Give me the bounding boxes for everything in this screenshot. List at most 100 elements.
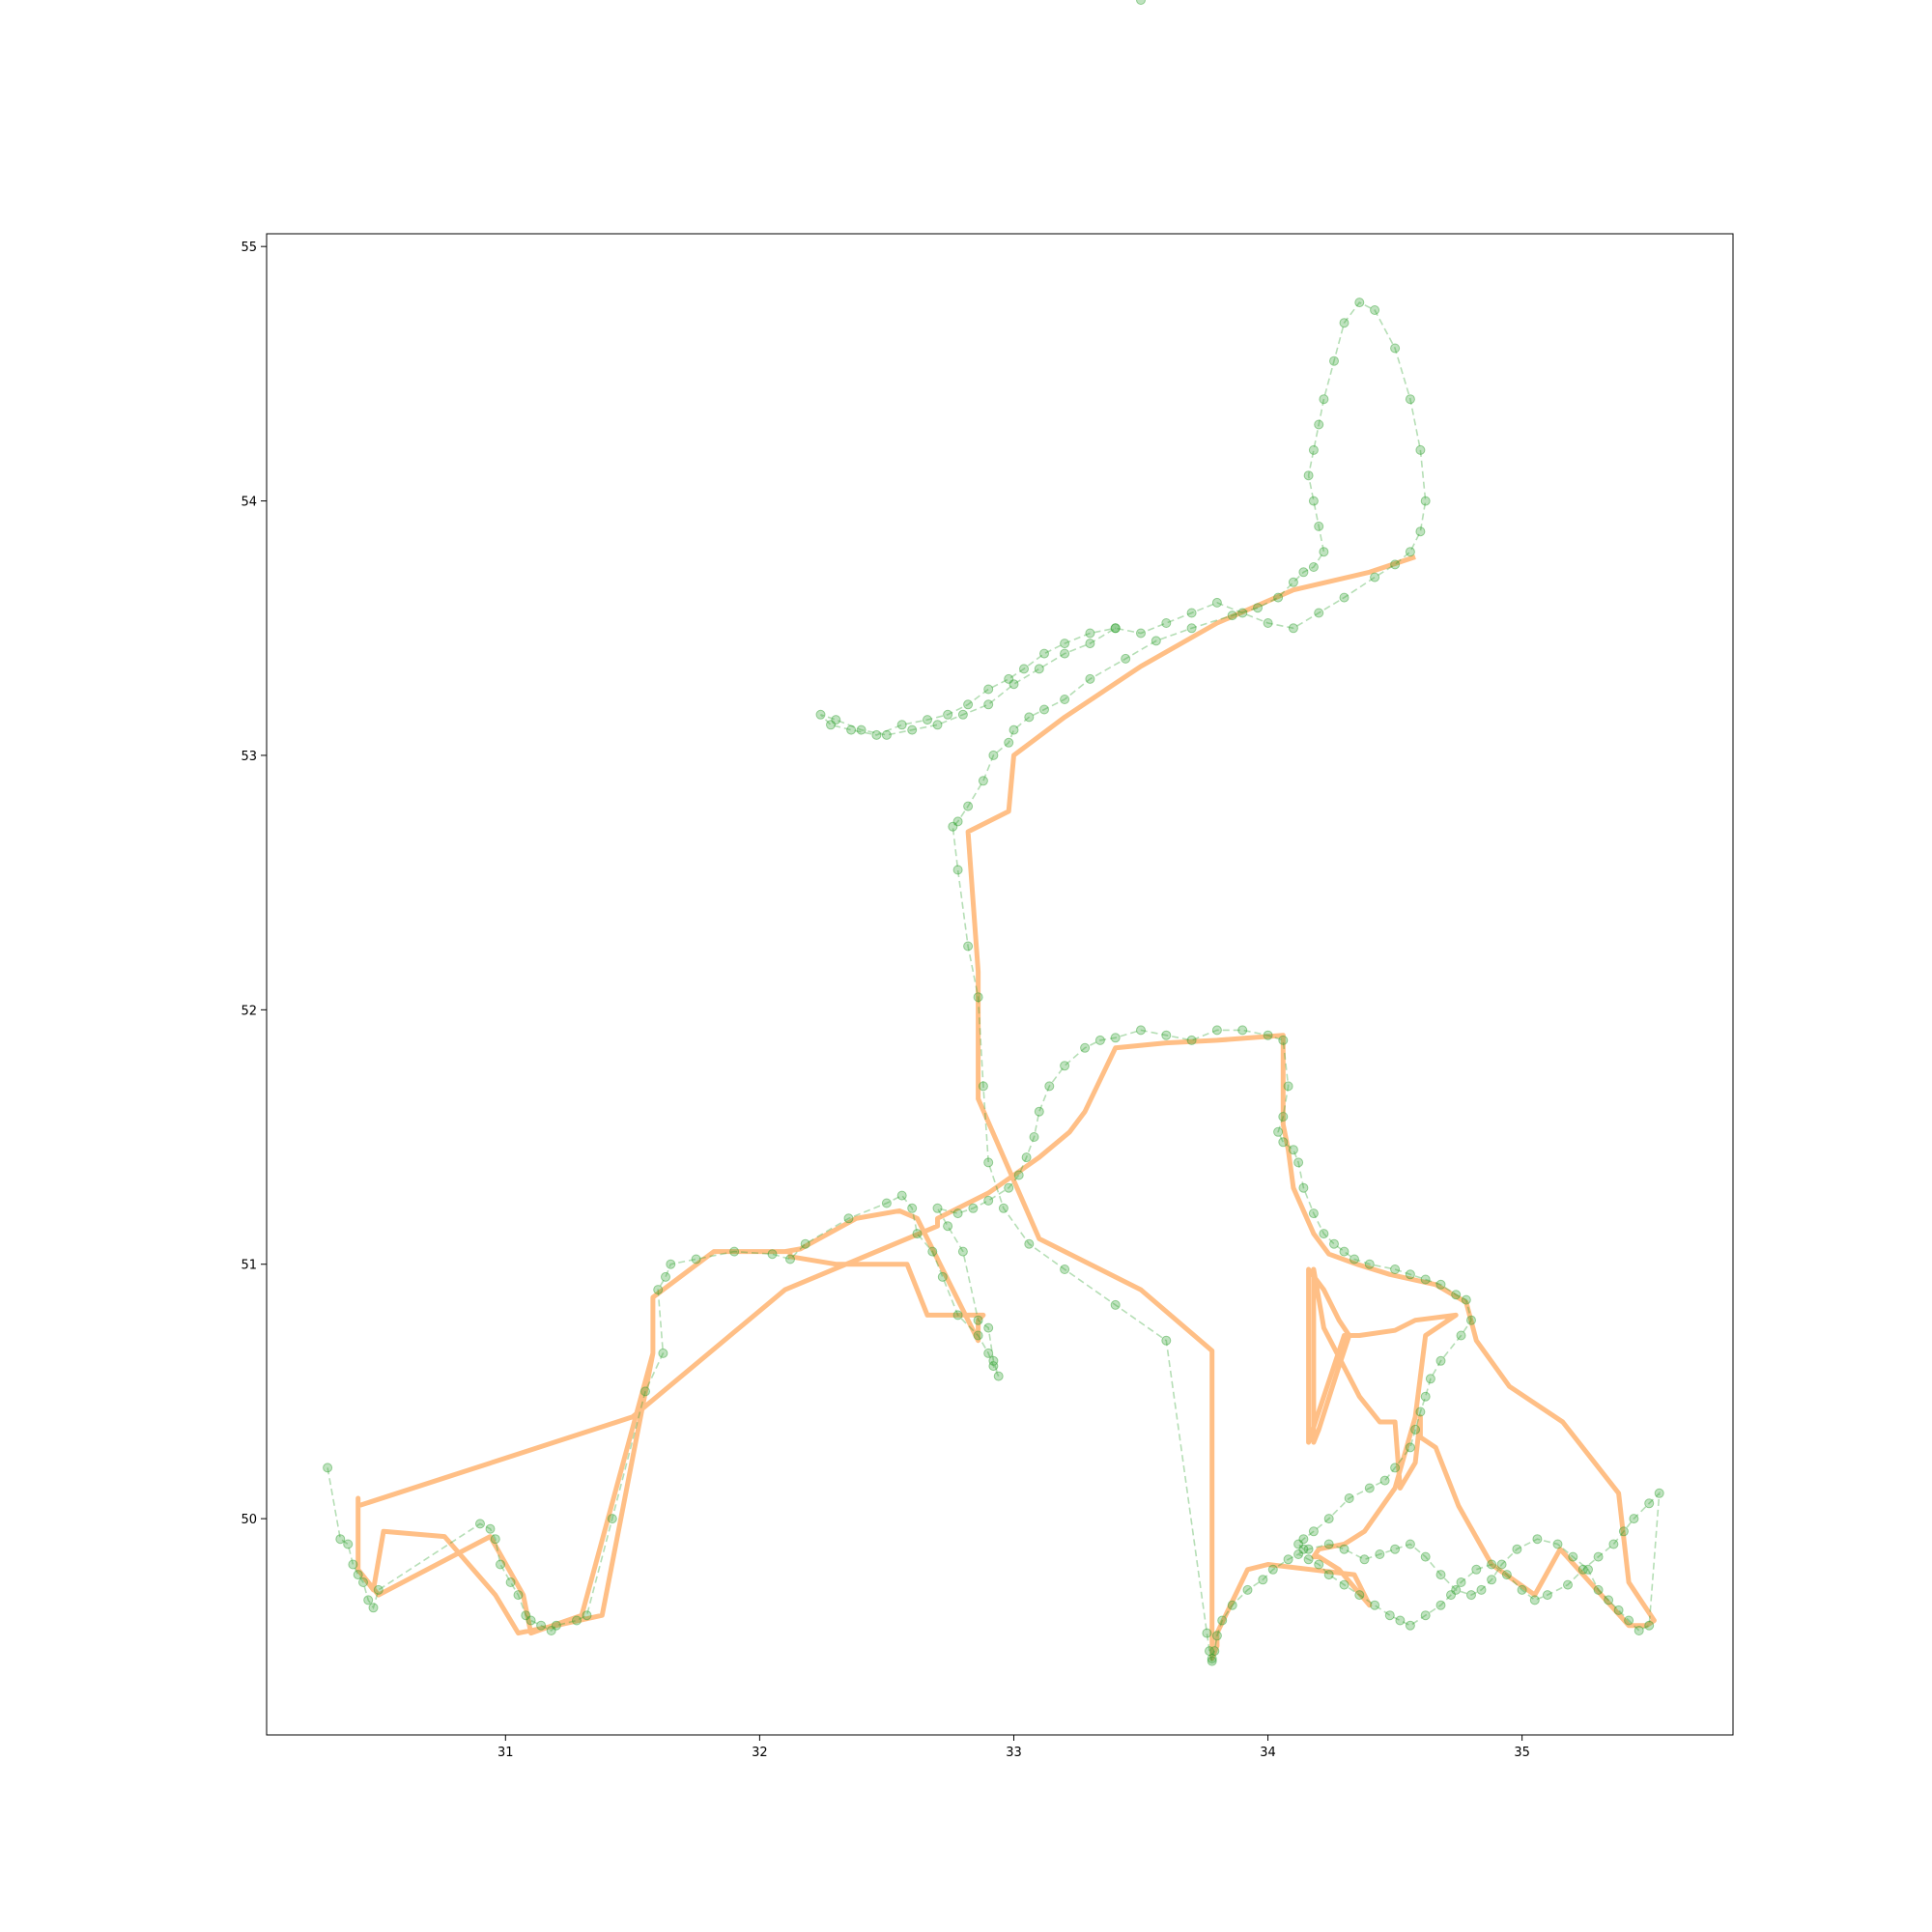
x-tick-label: 33 <box>1006 1746 1022 1760</box>
raw-track-point <box>373 1584 384 1595</box>
raw-track-point <box>1390 343 1401 354</box>
raw-track-point <box>1308 562 1319 572</box>
raw-track-point <box>896 720 907 730</box>
raw-track-point <box>691 1254 701 1264</box>
raw-track-point <box>1405 547 1415 557</box>
raw-track-point <box>1009 679 1019 690</box>
raw-track-point <box>1278 1137 1289 1148</box>
raw-track-point <box>937 1271 948 1282</box>
raw-track-point <box>666 1259 676 1269</box>
raw-track-point <box>1151 636 1161 646</box>
raw-track-point <box>1314 521 1324 531</box>
raw-track-point <box>1593 1584 1604 1595</box>
raw-track-point <box>1395 1615 1406 1626</box>
raw-track-point <box>923 715 932 725</box>
raw-track-point <box>1390 1544 1401 1554</box>
raw-track-point <box>1085 628 1095 639</box>
raw-track-point <box>1004 1182 1014 1193</box>
raw-track-point <box>1060 695 1070 704</box>
series-layer <box>323 0 1664 1666</box>
raw-track-point <box>1613 1605 1624 1615</box>
raw-track-point <box>1339 592 1350 603</box>
raw-track-point <box>1029 1132 1039 1142</box>
raw-track-point <box>1323 1570 1334 1580</box>
raw-track-point <box>932 1203 943 1213</box>
smoothed-track-line <box>355 554 1657 1662</box>
raw-track-point <box>1629 1514 1639 1524</box>
raw-track-point <box>1501 1570 1512 1580</box>
raw-track-point <box>1435 1279 1446 1290</box>
raw-track-point <box>1293 1157 1304 1168</box>
raw-track-point <box>1202 1628 1212 1638</box>
raw-track-point <box>1339 318 1350 328</box>
raw-track-point <box>1568 1551 1578 1562</box>
raw-track-point <box>1283 1554 1293 1565</box>
raw-track-point <box>1060 1061 1070 1071</box>
raw-track-point <box>1390 1463 1401 1473</box>
raw-track-point <box>1456 1330 1466 1341</box>
raw-track-point <box>767 1249 778 1260</box>
raw-track-point <box>1024 712 1035 723</box>
raw-track-point <box>1410 1424 1421 1435</box>
raw-track-point <box>1517 1584 1527 1595</box>
raw-track-point <box>485 1523 496 1534</box>
raw-track-point <box>943 1221 953 1232</box>
raw-track-point <box>1237 1025 1248 1036</box>
raw-track-point <box>1339 1544 1350 1554</box>
raw-track-point <box>1364 1259 1375 1269</box>
raw-track-point <box>1303 470 1314 481</box>
plot-area <box>267 234 1733 1735</box>
raw-track-point <box>653 1285 664 1295</box>
raw-track-point <box>1186 623 1197 634</box>
raw-track-point <box>1303 1554 1314 1565</box>
raw-track-point <box>1577 1564 1588 1575</box>
raw-track-point <box>1207 1654 1217 1663</box>
raw-track-point <box>1004 673 1014 684</box>
raw-track-point <box>988 1355 999 1366</box>
raw-track-point <box>1039 648 1049 659</box>
y-axis: 50 51 52 53 54 55 <box>241 241 267 1527</box>
raw-track-point <box>1227 1600 1237 1610</box>
raw-track-point <box>983 1195 994 1206</box>
raw-track-point <box>1329 355 1339 366</box>
raw-track-point <box>1110 1299 1121 1310</box>
raw-track-point <box>1314 608 1324 618</box>
raw-track-point <box>1563 1579 1573 1590</box>
raw-track-point <box>1435 1355 1446 1366</box>
raw-track-point <box>1080 1042 1091 1053</box>
raw-track-point <box>475 1519 485 1529</box>
raw-track-point <box>948 821 958 832</box>
raw-track-line <box>327 301 1661 1662</box>
raw-track-point <box>1487 1559 1497 1570</box>
raw-track-point <box>1161 1030 1172 1040</box>
raw-track-point <box>1273 592 1284 603</box>
raw-track-point <box>1136 0 1146 5</box>
raw-track-point <box>363 1595 374 1605</box>
y-tick-label: 54 <box>241 496 257 510</box>
raw-track-point <box>1370 1600 1380 1610</box>
raw-track-point <box>1298 1544 1309 1554</box>
raw-track-point <box>513 1590 524 1601</box>
raw-track-point <box>1466 1315 1476 1325</box>
raw-track-point <box>1205 1646 1214 1657</box>
raw-track-point <box>1379 1475 1390 1486</box>
raw-track-point <box>1354 298 1365 308</box>
raw-track-point <box>993 1371 1004 1381</box>
raw-track-point <box>1644 1498 1655 1509</box>
raw-track-point <box>927 1246 938 1257</box>
x-tick-label: 35 <box>1514 1746 1530 1760</box>
raw-track-point <box>943 709 953 720</box>
raw-track-point <box>1319 1229 1329 1239</box>
raw-track-point <box>1323 1514 1334 1524</box>
raw-track-point <box>1094 1035 1105 1045</box>
raw-track-point <box>983 1348 994 1358</box>
raw-track-point <box>881 1198 892 1208</box>
raw-track-point <box>490 1534 500 1545</box>
raw-track-point <box>582 1610 592 1621</box>
raw-track-point <box>988 750 999 760</box>
raw-track-point <box>526 1615 536 1626</box>
raw-track-point <box>1329 1238 1339 1249</box>
raw-track-point <box>907 1203 918 1213</box>
raw-track-point <box>335 1534 346 1545</box>
raw-track-point <box>1415 444 1426 455</box>
